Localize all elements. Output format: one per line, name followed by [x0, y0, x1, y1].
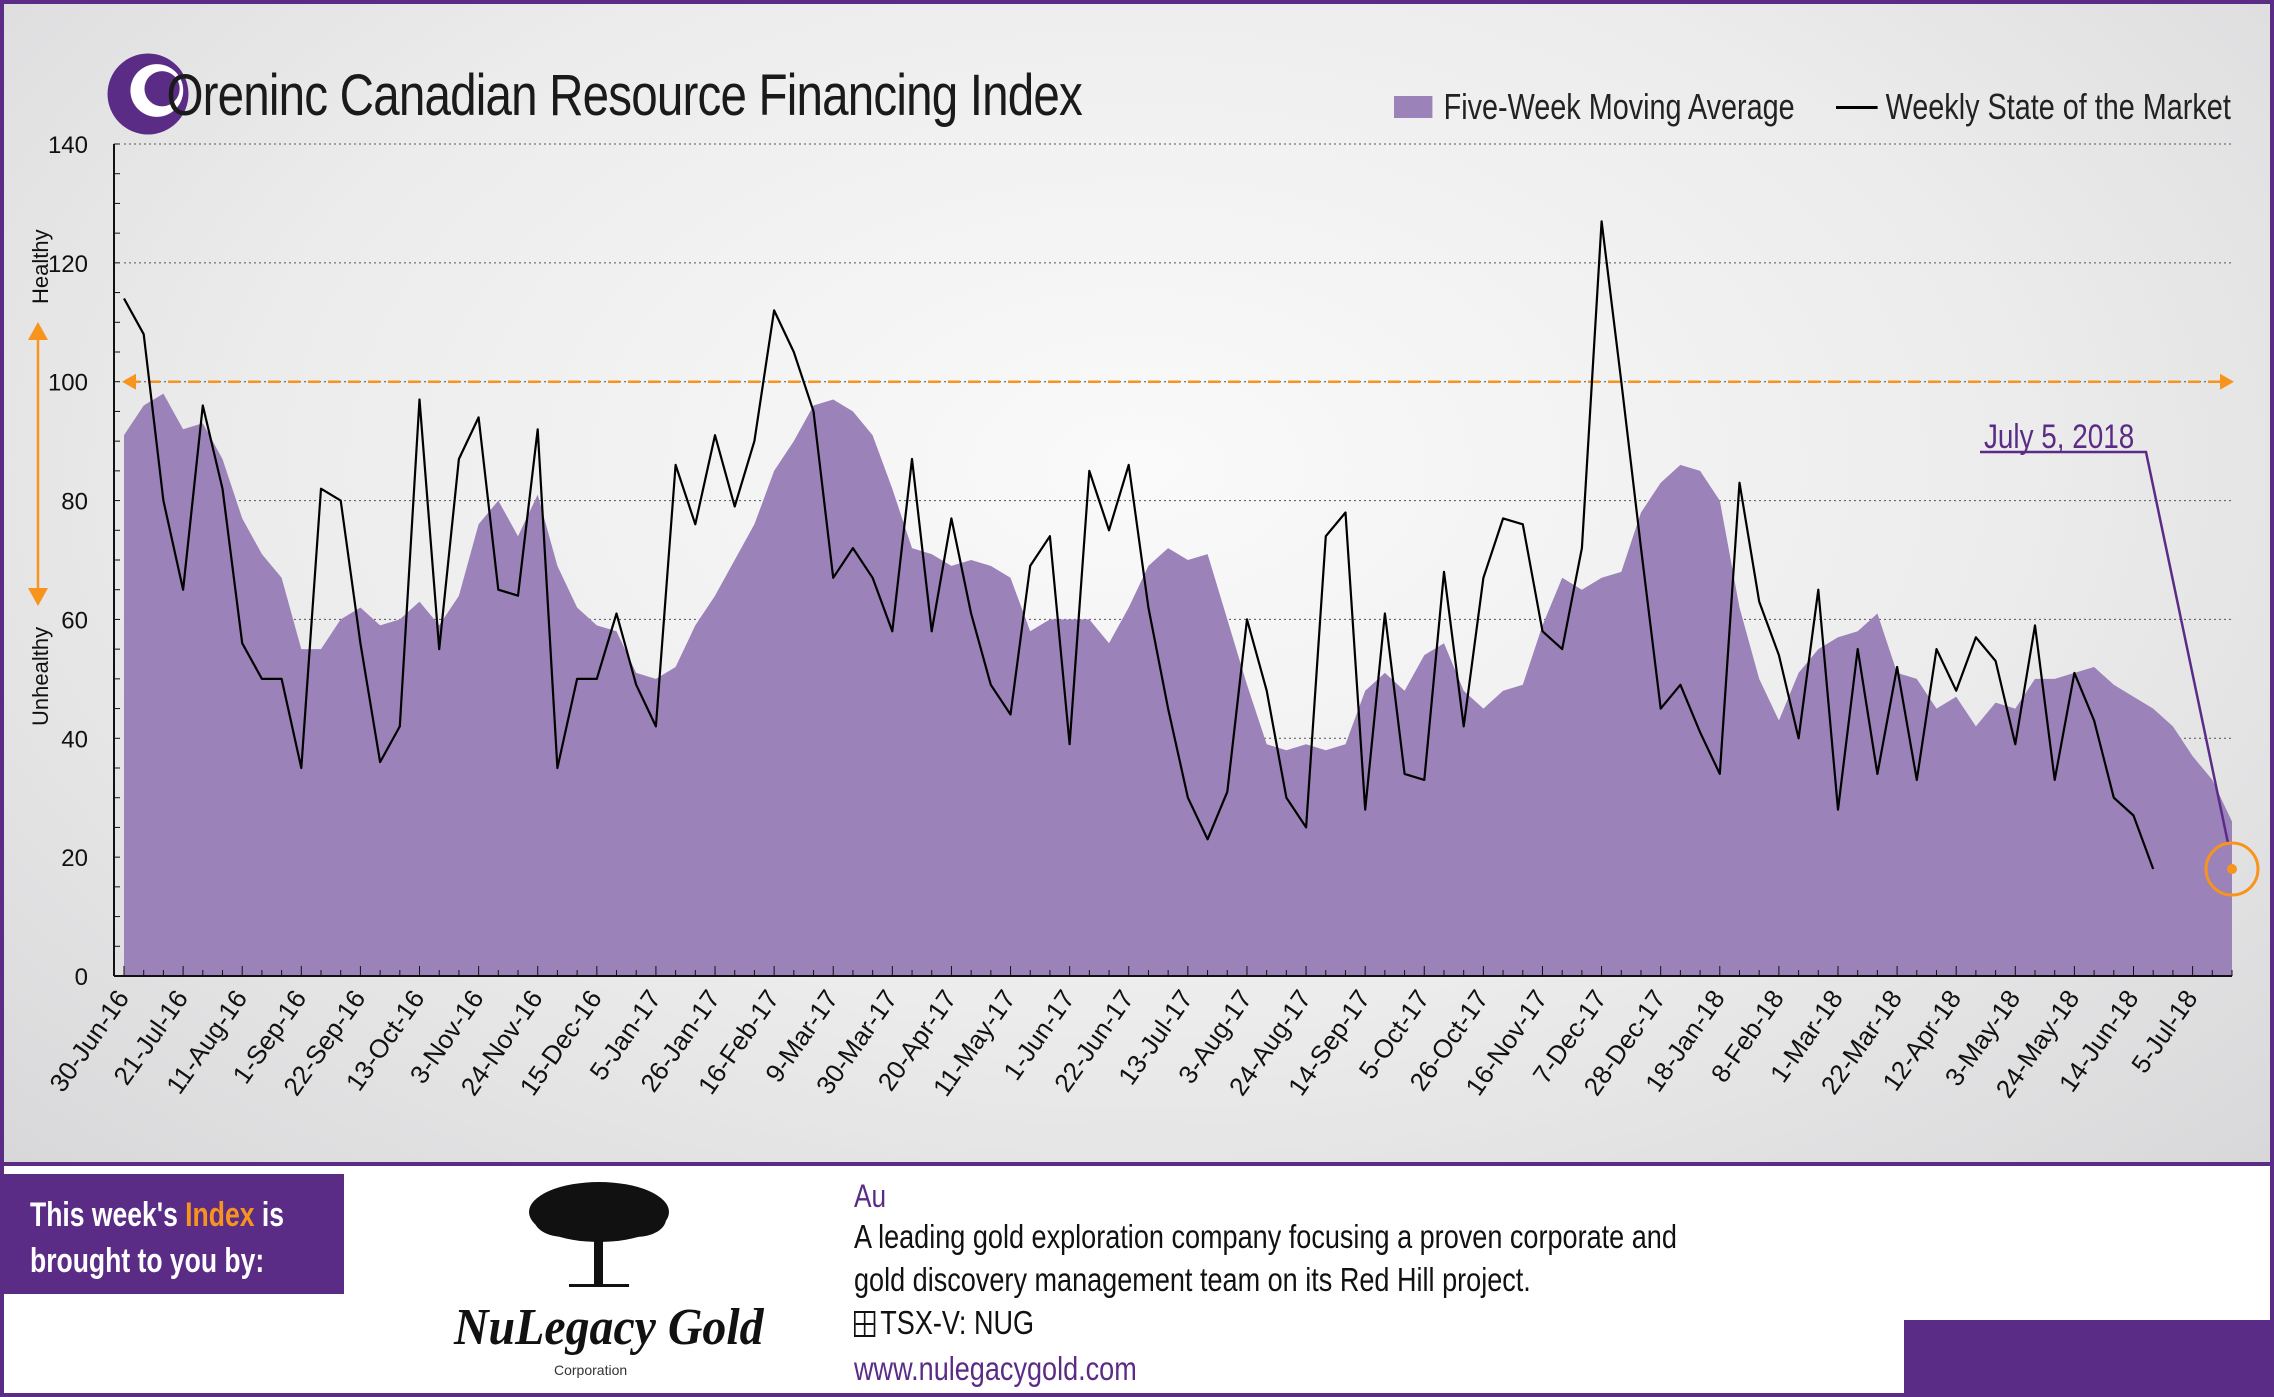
annotation-layer: July 5, 2018 [28, 322, 2260, 897]
title-text: Canadian Resource Financing Index [339, 63, 1083, 128]
ticker: TSX-V: NUG [854, 1304, 1034, 1342]
health-arrow-down [28, 588, 48, 606]
y-tick-label-20: 20 [61, 845, 88, 872]
legend-area-entry: Five-Week Moving Average [1394, 82, 1795, 132]
metal-symbol: Au [854, 1178, 887, 1214]
sponsor-line-1: This week's Index is [30, 1196, 284, 1234]
chart: 02040608010012014030-Jun-1621-Jul-1611-A… [28, 132, 2260, 1103]
y-tick-label-80: 80 [61, 489, 88, 516]
chart-title: Oreninc Canadian Resource Financing Inde… [114, 56, 1082, 136]
healthy-label: Healthy [28, 229, 53, 304]
corner-accent-block [1904, 1320, 2270, 1393]
y-tick-label-60: 60 [61, 607, 88, 634]
reference-arrow-left [122, 373, 136, 390]
unhealthy-label: Unhealthy [28, 626, 53, 726]
legend-line-entry: Weekly State of the Market [1836, 82, 2231, 132]
oreninc-logo-icon [107, 53, 189, 135]
area-layer [124, 393, 2232, 977]
annotation-dot [2227, 864, 2237, 875]
annotation-label: July 5, 2018 [1984, 417, 2134, 455]
sponsor-index-word: Index [185, 1196, 255, 1234]
annotation-circle [2204, 841, 2260, 897]
y-tick-label-120: 120 [48, 251, 88, 278]
legend-area-swatch [1394, 96, 1433, 118]
company-description-2: gold discovery management team on its Re… [854, 1261, 1531, 1298]
weekly-state-line [123, 220, 2155, 870]
company-subtitle: Corporation [554, 1362, 628, 1378]
company-description-1: A leading gold exploration company focus… [854, 1218, 1677, 1255]
moving-average-area [124, 393, 2232, 977]
legend-line-label: Weekly State of the Market [1885, 86, 2231, 127]
reference-arrow-right [2220, 373, 2234, 390]
y-tick-label-140: 140 [48, 132, 88, 159]
line-layer [123, 220, 2155, 870]
chart-panel: 0 20 40 60 80 100 120 140 30-Jun-16 21-Jul-16 11-A… [4, 4, 2270, 1162]
y-tick-label-40: 40 [61, 726, 88, 753]
y-tick-label-100: 100 [48, 370, 88, 397]
sponsor-banner: This week's Index is brought to you by: [4, 1174, 344, 1294]
brand-name: Oreninc [166, 63, 328, 128]
y-tick-label-0: 0 [75, 964, 88, 991]
reference-layer [122, 373, 2234, 390]
legend-line-swatch [1836, 105, 1878, 109]
legend-area-label: Five-Week Moving Average [1443, 86, 1795, 127]
sponsor-line-2: brought to you by: [30, 1242, 265, 1280]
chart-icon [854, 1311, 876, 1337]
health-arrow-up [28, 322, 48, 340]
company-url-link[interactable]: www.nulegacygold.com [854, 1350, 1137, 1387]
sponsor-footer: This week's Index is brought to you by: … [4, 1162, 2270, 1393]
company-name: NuLegacy Gold [454, 1299, 764, 1356]
annotation-leader [1980, 450, 2230, 844]
tree-logo-icon [529, 1182, 669, 1287]
